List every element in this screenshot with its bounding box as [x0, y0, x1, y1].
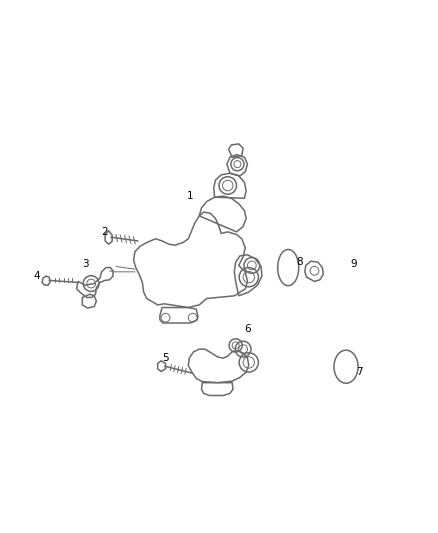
- Text: 2: 2: [101, 227, 108, 237]
- Text: 5: 5: [162, 353, 169, 363]
- Text: 9: 9: [350, 259, 357, 269]
- Text: 4: 4: [34, 271, 41, 281]
- Text: 6: 6: [244, 324, 251, 334]
- Text: 1: 1: [187, 191, 194, 201]
- Text: 8: 8: [296, 257, 303, 267]
- Text: 3: 3: [82, 259, 89, 269]
- Text: 7: 7: [356, 367, 363, 377]
